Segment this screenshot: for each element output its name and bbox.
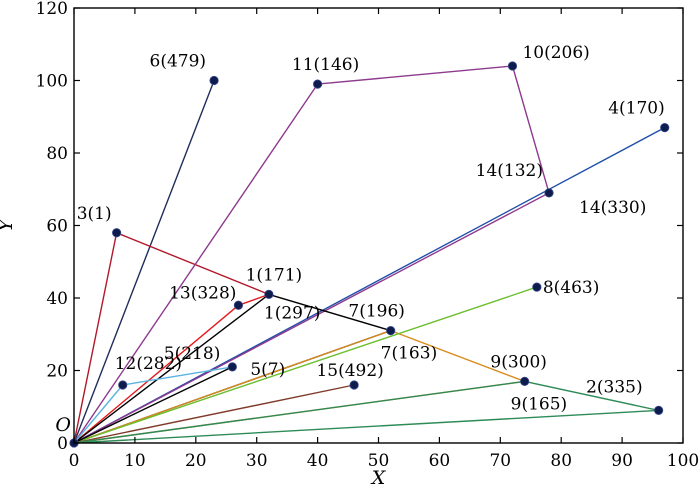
point-label: 11(146) [292, 55, 359, 75]
customer-point [660, 123, 670, 133]
customer-point [118, 380, 128, 390]
x-tick-label: 50 [368, 451, 390, 471]
point-label: 9(165) [511, 394, 568, 414]
y-tick-label: 0 [57, 434, 68, 454]
route-line-9 [73, 286, 538, 444]
point-label: 13(328) [169, 283, 236, 303]
x-tick-label: 60 [429, 451, 451, 471]
point-labels: 6(479) 11(146) 10(206) 4(170) 14(132) 14(330)… [77, 43, 665, 414]
customer-point [654, 405, 664, 415]
x-tick-label: 40 [307, 451, 329, 471]
y-tick-label: 20 [46, 362, 68, 382]
customer-point [312, 79, 323, 89]
point-label: 4(170) [608, 99, 665, 119]
customer-point [233, 300, 244, 310]
customer-point [507, 61, 518, 71]
y-tick-label: 60 [46, 217, 68, 237]
x-axis-title: X [370, 467, 387, 488]
route-lines [73, 65, 666, 444]
point-label: 14(330) [579, 198, 646, 218]
x-tick-label: 80 [550, 451, 572, 471]
point-label: 5(7) [250, 360, 285, 380]
x-tick-label: 0 [69, 451, 80, 471]
point-label: 14(132) [476, 161, 543, 181]
x-tick-label: 70 [489, 451, 511, 471]
customer-point [112, 228, 122, 238]
route-line-5 [73, 65, 550, 444]
customer-point [264, 289, 274, 299]
y-tick-label: 80 [46, 144, 68, 164]
origin-label: O [55, 414, 71, 436]
x-tick-label: 90 [611, 451, 633, 471]
point-label: 9(300) [490, 352, 547, 372]
customer-point [349, 380, 359, 390]
point-label: 2(335) [586, 377, 643, 397]
customer-point [520, 376, 530, 386]
route-line-1 [73, 80, 215, 444]
x-tick-label: 10 [124, 451, 146, 471]
point-label: 5(218) [164, 344, 221, 364]
x-tick-label: 20 [185, 451, 207, 471]
point-label: 10(206) [522, 43, 589, 63]
route-line-4 [73, 192, 550, 444]
customer-point [386, 326, 396, 336]
axes: 0 10 20 30 40 50 60 70 80 90 100 0 20 40 60 80 100 120 [36, 0, 700, 471]
point-label: 3(1) [77, 204, 112, 224]
point-label: 6(479) [150, 52, 207, 72]
point-label: 12(282) [115, 354, 182, 374]
point-label: 8(463) [543, 278, 600, 298]
y-tick-label: 40 [46, 289, 68, 309]
y-tick-label: 120 [36, 0, 68, 19]
point-label: 1(297) [264, 303, 321, 323]
customer-point [227, 362, 237, 372]
x-tick-label: 100 [667, 451, 699, 471]
customer-points [69, 61, 670, 448]
customer-point [544, 188, 554, 198]
route-line-12 [73, 384, 355, 444]
customer-point [532, 282, 542, 292]
x-tick-label: 30 [246, 451, 268, 471]
point-label: 1(171) [246, 265, 303, 285]
route-line-15 [73, 409, 659, 444]
y-tick-label: 100 [36, 72, 68, 92]
customer-point [209, 75, 219, 86]
route-line-2 [73, 232, 270, 444]
y-axis-title: Y [0, 217, 17, 232]
route-line-11 [73, 366, 233, 444]
point-label: 7(163) [381, 344, 438, 364]
point-label: 7(196) [348, 302, 405, 322]
point-label: 15(492) [316, 361, 383, 381]
